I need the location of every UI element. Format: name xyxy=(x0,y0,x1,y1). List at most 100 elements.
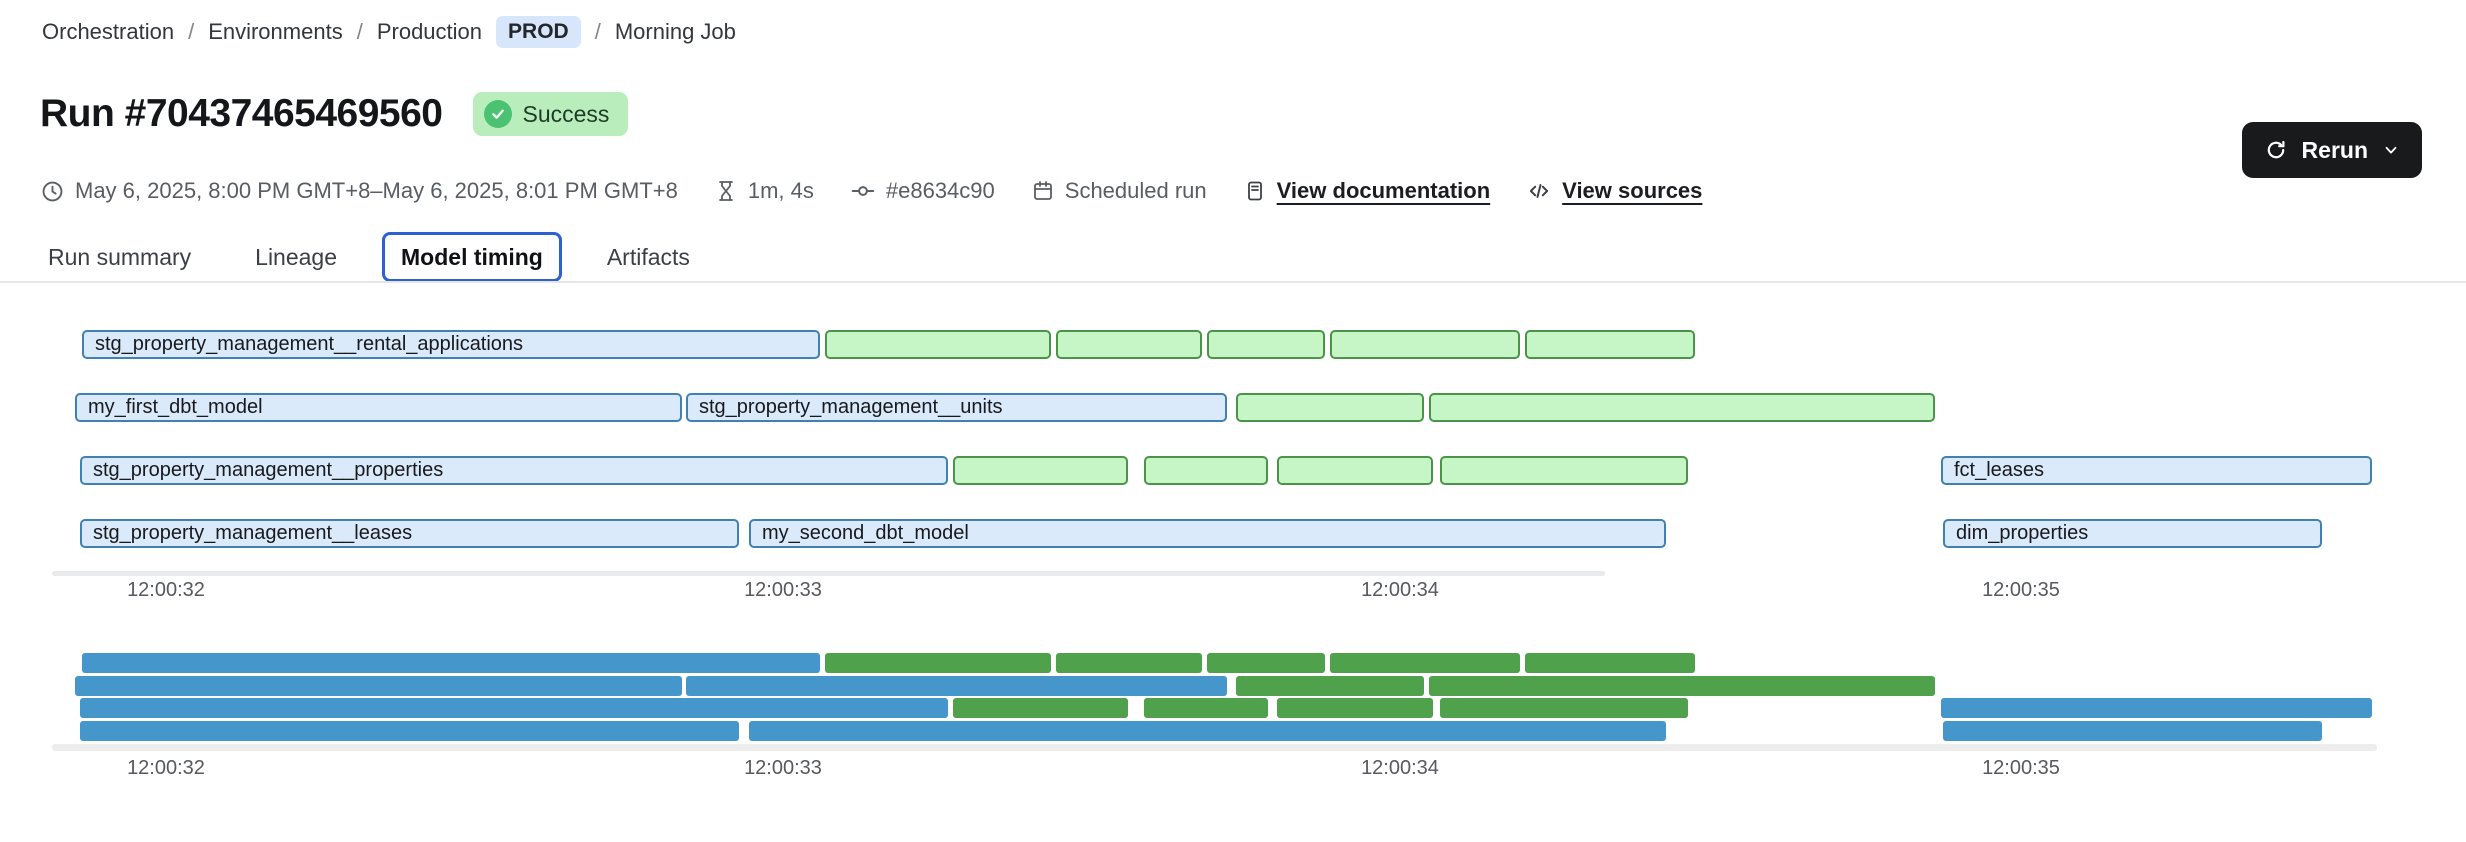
gantt-axis-tick: 12:00:34 xyxy=(1361,579,1439,601)
run-duration: 1m, 4s xyxy=(714,178,814,204)
gantt-bar-label: stg_property_management__rental_applicat… xyxy=(95,333,524,355)
minimap-axis-tick: 12:00:34 xyxy=(1361,757,1439,779)
gantt-bar-label: fct_leases xyxy=(1954,459,2045,481)
minimap-bar[interactable] xyxy=(1144,698,1268,718)
minimap-axis-tick: 12:00:33 xyxy=(744,757,822,779)
minimap-bar[interactable] xyxy=(1236,676,1424,696)
gantt-bar-fct_leases[interactable]: fct_leases xyxy=(1941,456,2372,485)
minimap-bar[interactable] xyxy=(749,721,1666,741)
minimap-bar[interactable] xyxy=(1056,653,1202,673)
status-badge: Success xyxy=(472,92,629,136)
gantt-bar-stg_property_management__leases[interactable]: stg_property_management__leases xyxy=(80,519,739,548)
minimap-bar[interactable] xyxy=(1277,698,1433,718)
minimap-bar[interactable] xyxy=(80,698,948,718)
minimap-bar[interactable] xyxy=(1207,653,1325,673)
gantt-bar-label: my_first_dbt_model xyxy=(88,396,263,418)
gantt-bar-stg_property_management__properties[interactable]: stg_property_management__properties xyxy=(80,456,948,485)
minimap-bar[interactable] xyxy=(1429,676,1935,696)
minimap-axis-tick: 12:00:32 xyxy=(127,757,205,779)
minimap-bar[interactable] xyxy=(1943,721,2322,741)
gantt-bar[interactable] xyxy=(1277,456,1433,485)
breadcrumb: Orchestration / Environments / Productio… xyxy=(42,16,736,48)
documentation-icon xyxy=(1243,179,1267,203)
run-trigger: Scheduled run xyxy=(1031,178,1207,204)
breadcrumb-item-morning-job[interactable]: Morning Job xyxy=(614,19,736,44)
gantt-bar-stg_property_management__rental_applications[interactable]: stg_property_management__rental_applicat… xyxy=(82,330,820,359)
gantt-bar-dim_properties[interactable]: dim_properties xyxy=(1943,519,2322,548)
breadcrumb-item-environments[interactable]: Environments xyxy=(208,19,343,44)
minimap-bar[interactable] xyxy=(686,676,1227,696)
gantt-bar-stg_property_management__units[interactable]: stg_property_management__units xyxy=(686,393,1227,422)
breadcrumb-item-production[interactable]: Production xyxy=(376,19,483,44)
gantt-bar[interactable] xyxy=(1440,456,1688,485)
gantt-bar-my_second_dbt_model[interactable]: my_second_dbt_model xyxy=(749,519,1666,548)
refresh-icon xyxy=(2264,138,2288,162)
view-documentation[interactable]: View documentation xyxy=(1243,178,1491,204)
code-icon xyxy=(1526,178,1552,204)
minimap-bar[interactable] xyxy=(825,653,1051,673)
gantt-axis-tick: 12:00:32 xyxy=(127,579,205,601)
chart-scrollbar[interactable] xyxy=(52,571,1605,576)
commit-icon xyxy=(850,178,876,204)
minimap-bar[interactable] xyxy=(1330,653,1520,673)
page-title: Run #70437465469560 xyxy=(40,92,443,135)
clock-icon xyxy=(40,179,65,204)
minimap-axis-tick: 12:00:35 xyxy=(1982,757,2060,779)
minimap-bar[interactable] xyxy=(953,698,1128,718)
calendar-icon xyxy=(1031,179,1055,203)
success-check-icon xyxy=(483,100,512,128)
tab-run-summary[interactable]: Run summary xyxy=(48,244,192,270)
rerun-button[interactable]: Rerun xyxy=(2241,122,2422,178)
minimap-track[interactable] xyxy=(52,744,2377,751)
minimap-bar[interactable] xyxy=(75,676,682,696)
run-tabs: Run summary Lineage Model timing Artifac… xyxy=(29,232,709,282)
gantt-bar[interactable] xyxy=(1144,456,1268,485)
run-time-range: May 6, 2025, 8:00 PM GMT+8–May 6, 2025, … xyxy=(40,178,678,204)
run-time-range-text: May 6, 2025, 8:00 PM GMT+8–May 6, 2025, … xyxy=(75,178,678,203)
view-sources[interactable]: View sources xyxy=(1526,178,1702,204)
run-duration-text: 1m, 4s xyxy=(747,178,814,203)
minimap-bar[interactable] xyxy=(1525,653,1695,673)
gantt-bar[interactable] xyxy=(1056,330,1202,359)
hourglass-icon xyxy=(714,179,738,203)
minimap-bar[interactable] xyxy=(1941,698,2372,718)
gantt-bar-my_first_dbt_model[interactable]: my_first_dbt_model xyxy=(75,393,682,422)
rerun-button-label: Rerun xyxy=(2301,136,2368,163)
page-header: Run #70437465469560 Success xyxy=(40,92,629,136)
gantt-bar-label: stg_property_management__units xyxy=(699,396,1003,418)
gantt-bar[interactable] xyxy=(825,330,1051,359)
breadcrumb-separator: / xyxy=(356,19,363,44)
environment-badge: PROD xyxy=(496,16,581,48)
view-documentation-link[interactable]: View documentation xyxy=(1276,178,1491,203)
gantt-bar[interactable] xyxy=(1525,330,1695,359)
minimap-bar[interactable] xyxy=(80,721,739,741)
gantt-bar[interactable] xyxy=(953,456,1128,485)
gantt-axis-tick: 12:00:33 xyxy=(744,579,822,601)
gantt-bar[interactable] xyxy=(1429,393,1935,422)
gantt-bar-label: stg_property_management__leases xyxy=(93,522,413,544)
tab-model-timing[interactable]: Model timing xyxy=(382,232,562,282)
tab-artifacts[interactable]: Artifacts xyxy=(606,244,690,270)
view-sources-link[interactable]: View sources xyxy=(1562,178,1703,203)
minimap-bar[interactable] xyxy=(82,653,820,673)
gantt-bar-label: stg_property_management__properties xyxy=(93,459,444,481)
gantt-bar-label: my_second_dbt_model xyxy=(762,522,969,544)
commit-hash-text: #e8634c90 xyxy=(885,178,995,203)
run-trigger-text: Scheduled run xyxy=(1064,178,1207,203)
tabs-divider xyxy=(0,281,2466,283)
gantt-axis-tick: 12:00:35 xyxy=(1982,579,2060,601)
gantt-bar[interactable] xyxy=(1236,393,1424,422)
minimap-bar[interactable] xyxy=(1440,698,1688,718)
commit-hash: #e8634c90 xyxy=(850,178,995,204)
gantt-bar[interactable] xyxy=(1207,330,1325,359)
chevron-down-icon xyxy=(2382,141,2400,159)
gantt-bar[interactable] xyxy=(1330,330,1520,359)
gantt-bar-label: dim_properties xyxy=(1956,522,2089,544)
run-meta-row: May 6, 2025, 8:00 PM GMT+8–May 6, 2025, … xyxy=(40,178,1702,204)
breadcrumb-item-orchestration[interactable]: Orchestration xyxy=(42,19,175,44)
breadcrumb-separator: / xyxy=(188,19,195,44)
breadcrumb-separator: / xyxy=(594,19,601,44)
tab-lineage[interactable]: Lineage xyxy=(255,244,338,270)
status-badge-label: Success xyxy=(522,100,610,127)
